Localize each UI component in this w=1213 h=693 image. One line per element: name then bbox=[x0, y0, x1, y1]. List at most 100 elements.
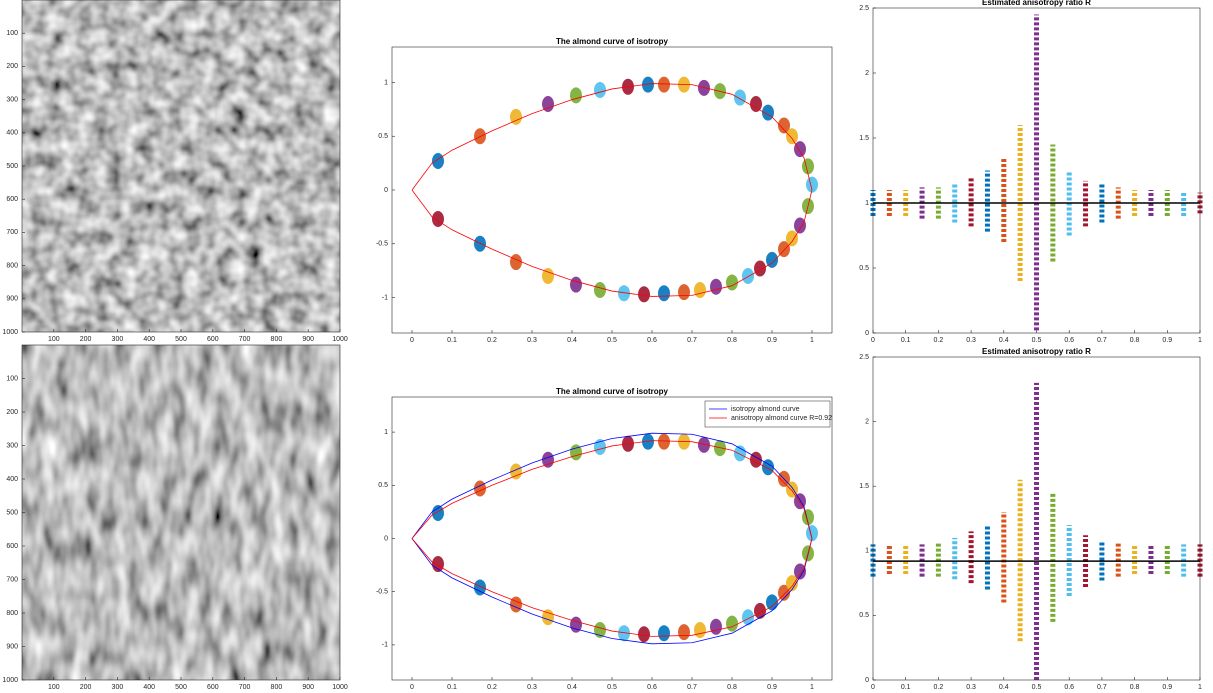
y-tick-label: 300 bbox=[6, 96, 18, 103]
x-tick-label: 600 bbox=[207, 684, 219, 691]
point-cluster bbox=[432, 152, 444, 169]
y-tick-label: 0 bbox=[384, 187, 388, 194]
x-tick-label: 0.7 bbox=[1097, 337, 1107, 344]
x-tick-label: 0.6 bbox=[1064, 684, 1074, 691]
y-tick-label: 800 bbox=[6, 262, 18, 269]
y-tick-label: 100 bbox=[6, 30, 18, 37]
x-tick-label: 1 bbox=[810, 684, 814, 691]
x-tick-label: 500 bbox=[175, 684, 187, 691]
chart-title: Estimated anisotropy ratio R bbox=[982, 347, 1091, 356]
x-tick-label: 600 bbox=[207, 336, 219, 343]
y-tick-label: 600 bbox=[6, 543, 18, 550]
noise-image bbox=[22, 345, 340, 680]
y-tick-label: -0.5 bbox=[376, 589, 388, 596]
y-tick-label: 700 bbox=[6, 229, 18, 236]
point-cluster bbox=[510, 596, 522, 613]
point-cluster bbox=[806, 176, 818, 193]
y-tick-label: 1 bbox=[384, 429, 388, 436]
x-tick-label: 800 bbox=[271, 336, 283, 343]
point-cluster bbox=[642, 433, 654, 450]
x-tick-label: 0.5 bbox=[607, 337, 617, 344]
y-tick-label: 1 bbox=[384, 79, 388, 86]
x-tick-label: 500 bbox=[175, 336, 187, 343]
y-tick-label: -0.5 bbox=[376, 241, 388, 248]
x-tick-label: 400 bbox=[143, 336, 155, 343]
point-cluster bbox=[658, 433, 670, 450]
y-tick-label: 0.5 bbox=[859, 265, 869, 272]
y-tick-label: 1.5 bbox=[859, 135, 869, 142]
y-tick-label: 0 bbox=[865, 330, 869, 337]
y-tick-label: 500 bbox=[6, 509, 18, 516]
x-tick-label: 0.6 bbox=[647, 684, 657, 691]
x-tick-label: 0.4 bbox=[567, 337, 577, 344]
point-cluster bbox=[786, 128, 798, 145]
y-tick-label: 1000 bbox=[2, 329, 18, 336]
x-tick-label: 0.8 bbox=[1130, 684, 1140, 691]
x-tick-label: 300 bbox=[112, 336, 124, 343]
x-tick-label: 0 bbox=[410, 337, 414, 344]
point-cluster bbox=[594, 621, 606, 638]
x-tick-label: 0.9 bbox=[1162, 684, 1172, 691]
x-tick-label: 0 bbox=[871, 684, 875, 691]
x-tick-label: 0.1 bbox=[901, 337, 911, 344]
x-tick-label: 300 bbox=[112, 684, 124, 691]
point-cluster bbox=[742, 268, 754, 285]
y-tick-label: 2 bbox=[865, 70, 869, 77]
point-cluster bbox=[698, 436, 710, 453]
point-cluster bbox=[786, 481, 798, 498]
point-cluster bbox=[570, 276, 582, 293]
x-tick-label: 0.5 bbox=[1032, 337, 1042, 344]
y-tick-label: 900 bbox=[6, 296, 18, 303]
x-tick-label: 200 bbox=[80, 336, 92, 343]
point-cluster bbox=[594, 439, 606, 456]
point-cluster bbox=[658, 625, 670, 642]
point-cluster bbox=[642, 76, 654, 93]
x-tick-label: 800 bbox=[271, 684, 283, 691]
point-cluster bbox=[658, 76, 670, 93]
axes-frame bbox=[391, 46, 833, 334]
almond-curve bbox=[411, 440, 813, 637]
legend-label: isotropy almond curve bbox=[731, 406, 800, 413]
point-cluster bbox=[754, 260, 766, 277]
y-tick-label: -1 bbox=[382, 294, 388, 301]
legend-label: anisotropy almond curve R=0.92 bbox=[731, 415, 832, 422]
point-cluster bbox=[510, 108, 522, 125]
x-tick-label: 0.2 bbox=[487, 684, 497, 691]
y-tick-label: 400 bbox=[6, 130, 18, 137]
x-tick-label: 700 bbox=[239, 336, 251, 343]
x-tick-label: 100 bbox=[48, 336, 60, 343]
axes-frame bbox=[21, 0, 341, 333]
x-tick-label: 0.4 bbox=[999, 337, 1009, 344]
x-tick-label: 1 bbox=[810, 337, 814, 344]
point-cluster bbox=[750, 95, 762, 112]
y-tick-label: 900 bbox=[6, 643, 18, 650]
x-tick-label: 0.1 bbox=[447, 337, 457, 344]
x-tick-label: 0.6 bbox=[647, 337, 657, 344]
point-cluster bbox=[510, 254, 522, 271]
x-tick-label: 0.7 bbox=[687, 337, 697, 344]
x-tick-label: 0.5 bbox=[607, 684, 617, 691]
panel: Estimated anisotropy ratio R 0 0.1 0.2 0.3 0.… bbox=[859, 0, 1203, 344]
point-cluster bbox=[778, 584, 790, 601]
x-tick-label: 1000 bbox=[332, 336, 348, 343]
point-cluster bbox=[542, 95, 554, 112]
point-cluster bbox=[570, 87, 582, 104]
x-tick-label: 0.7 bbox=[687, 684, 697, 691]
y-tick-label: 300 bbox=[6, 442, 18, 449]
y-tick-label: 2.5 bbox=[859, 5, 869, 12]
x-tick-label: 0 bbox=[871, 337, 875, 344]
point-cluster bbox=[714, 440, 726, 457]
point-cluster bbox=[678, 284, 690, 301]
point-cluster bbox=[766, 251, 778, 268]
panel: The almond curve of isotropy 0 0.1 0.2 0.3 0.… bbox=[376, 387, 833, 691]
x-tick-label: 0.1 bbox=[447, 684, 457, 691]
y-tick-label: 500 bbox=[6, 163, 18, 170]
x-tick-label: 0.3 bbox=[527, 337, 537, 344]
point-cluster bbox=[794, 563, 806, 580]
x-tick-label: 0.2 bbox=[487, 337, 497, 344]
point-cluster bbox=[510, 463, 522, 480]
point-cluster bbox=[806, 525, 818, 542]
point-cluster bbox=[594, 281, 606, 298]
